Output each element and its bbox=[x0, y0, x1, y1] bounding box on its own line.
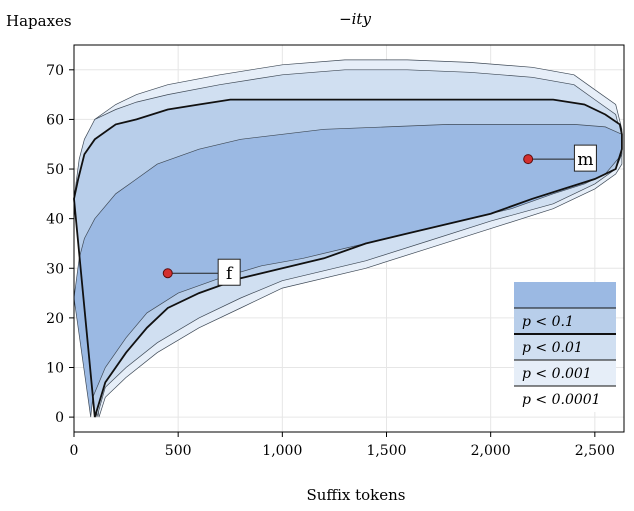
y-tick-label-1: 10 bbox=[46, 361, 64, 377]
plot-area: 0 500 1,000 1,500 2,000 2,500 0 10 20 30 40 50 60 70 f… bbox=[46, 44, 625, 459]
legend-swatch-2 bbox=[514, 360, 616, 386]
x-axis-label: Suffix tokens bbox=[306, 486, 405, 504]
y-tick-label-4: 40 bbox=[46, 212, 64, 228]
legend-entry-0: p < 0.1 bbox=[522, 314, 574, 330]
data-point-f bbox=[162, 268, 173, 279]
data-point-m bbox=[523, 154, 534, 165]
legend-swatch-0 bbox=[514, 308, 616, 334]
y-tick-label-0: 0 bbox=[55, 410, 64, 426]
point-label-box-f bbox=[217, 258, 241, 286]
legend-swatch-3 bbox=[514, 386, 616, 412]
band-boundary-p001 bbox=[73, 98, 623, 418]
legend-swatch-1 bbox=[514, 334, 616, 360]
band-3 bbox=[73, 124, 623, 418]
y-tick-label-7: 70 bbox=[46, 63, 64, 79]
legend-entry-2: p < 0.001 bbox=[522, 366, 592, 382]
plot-frame bbox=[73, 44, 625, 433]
y-tick-label-3: 30 bbox=[46, 261, 64, 277]
legend-entry-1: p < 0.01 bbox=[522, 340, 583, 356]
y-tick-label-6: 60 bbox=[46, 112, 64, 128]
legend-entry-3: p < 0.0001 bbox=[522, 392, 601, 408]
point-label-m: m bbox=[577, 150, 593, 170]
x-tick-label-2: 1,000 bbox=[262, 443, 302, 459]
x-tick-label-5: 2,500 bbox=[575, 443, 615, 459]
x-tick-label-4: 2,000 bbox=[471, 443, 511, 459]
y-tick-label-2: 20 bbox=[46, 311, 64, 327]
x-tick-label-3: 1,500 bbox=[366, 443, 406, 459]
legend: p < 0.1 p < 0.01 p < 0.001 p < 0.0001 bbox=[514, 282, 616, 412]
y-axis-label: Hapaxes bbox=[6, 12, 72, 30]
x-tick-label-1: 500 bbox=[165, 443, 192, 459]
point-label-f: f bbox=[226, 264, 234, 284]
point-label-box-m bbox=[573, 144, 597, 172]
x-tick-label-0: 0 bbox=[70, 443, 79, 459]
y-tick-label-5: 50 bbox=[46, 162, 64, 178]
legend-swatch-top bbox=[514, 282, 616, 308]
chart-title: −ity bbox=[339, 10, 371, 28]
